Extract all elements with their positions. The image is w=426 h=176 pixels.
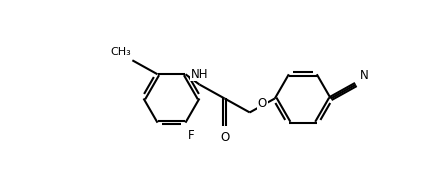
Text: NH: NH xyxy=(191,68,208,80)
Text: CH₃: CH₃ xyxy=(111,47,131,57)
Text: O: O xyxy=(220,131,229,144)
Text: O: O xyxy=(258,97,267,110)
Text: N: N xyxy=(360,68,368,81)
Text: F: F xyxy=(187,129,194,142)
Text: F: F xyxy=(187,129,194,142)
